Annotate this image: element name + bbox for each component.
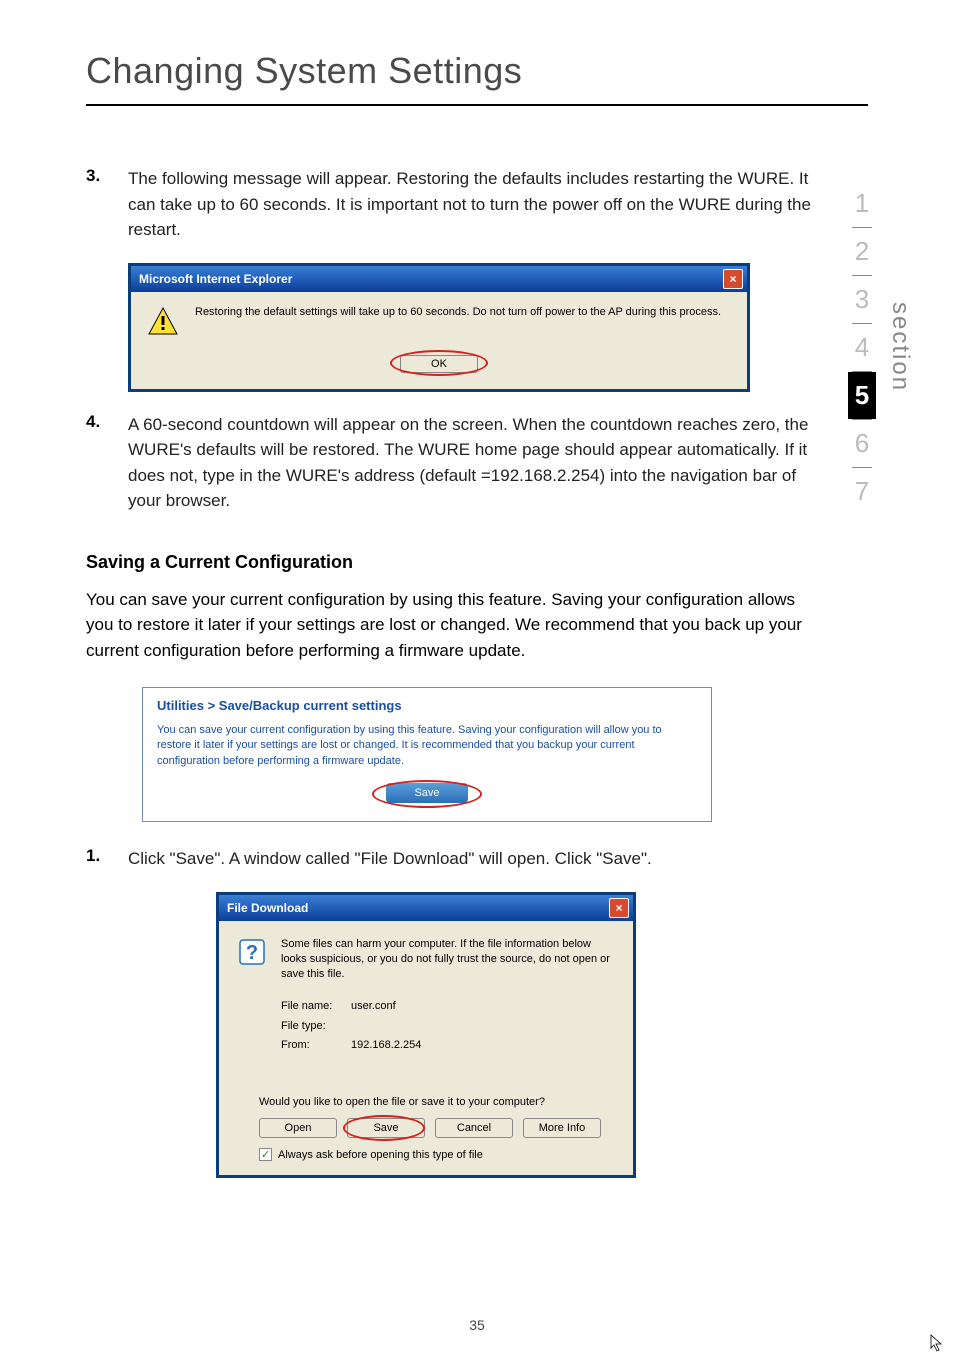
- side-navigation: 1 2 3 4 5 6 7 section: [848, 180, 914, 515]
- step-4-text: A 60-second countdown will appear on the…: [128, 412, 814, 514]
- file-download-dialog: File Download × ? Some files can harm yo…: [216, 892, 636, 1179]
- nav-item-2[interactable]: 2: [848, 228, 876, 275]
- dialog-question: Would you like to open the file or save …: [259, 1096, 615, 1108]
- cursor-icon: [930, 1334, 944, 1357]
- from-label: From:: [281, 1036, 351, 1056]
- file-name-row: File name: user.conf: [281, 997, 615, 1017]
- file-name-label: File name:: [281, 997, 351, 1017]
- step-4: 4. A 60-second countdown will appear on …: [86, 412, 814, 514]
- main-content: 3. The following message will appear. Re…: [0, 106, 954, 1178]
- close-icon[interactable]: ×: [609, 898, 629, 918]
- step-3-text: The following message will appear. Resto…: [128, 166, 814, 243]
- nav-item-6[interactable]: 6: [848, 420, 876, 467]
- step-4-number: 4.: [86, 412, 128, 514]
- page-number: 35: [469, 1317, 485, 1333]
- dialog-titlebar: Microsoft Internet Explorer ×: [131, 266, 747, 292]
- step-1-number: 1.: [86, 846, 128, 872]
- dialog-button-row: OK: [147, 354, 731, 373]
- nav-item-1[interactable]: 1: [848, 180, 876, 227]
- from-value: 192.168.2.254: [351, 1036, 421, 1056]
- dialog-title: File Download: [223, 901, 308, 915]
- section-label: section: [886, 302, 914, 392]
- step-3-number: 3.: [86, 166, 128, 243]
- checkbox-label: Always ask before opening this type of f…: [278, 1149, 483, 1161]
- dialog-content-row: Restoring the default settings will take…: [147, 306, 731, 336]
- nav-item-7[interactable]: 7: [848, 468, 876, 515]
- save-backup-panel: Utilities > Save/Backup current settings…: [142, 687, 712, 822]
- open-button[interactable]: Open: [259, 1118, 337, 1138]
- nav-item-3[interactable]: 3: [848, 276, 876, 323]
- dialog-button-row: Open Save Cancel More Info: [259, 1118, 615, 1138]
- step-3: 3. The following message will appear. Re…: [86, 166, 814, 243]
- ok-button[interactable]: OK: [400, 355, 478, 373]
- file-type-row: File type:: [281, 1017, 615, 1037]
- dialog-body: ? Some files can harm your computer. If …: [219, 921, 633, 1176]
- always-ask-checkbox[interactable]: ✓: [259, 1148, 272, 1161]
- save-button[interactable]: Save: [347, 1118, 425, 1138]
- more-info-button[interactable]: More Info: [523, 1118, 601, 1138]
- dialog-message: Some files can harm your computer. If th…: [281, 937, 615, 983]
- section-heading: Saving a Current Configuration: [86, 552, 814, 573]
- step-1: 1. Click "Save". A window called "File D…: [86, 846, 814, 872]
- ie-alert-dialog: Microsoft Internet Explorer × Restoring …: [128, 263, 750, 392]
- warning-icon: [147, 306, 179, 336]
- dialog-message: Restoring the default settings will take…: [195, 306, 721, 318]
- nav-item-5-active[interactable]: 5: [848, 372, 876, 419]
- panel-button-row: Save: [157, 783, 697, 803]
- panel-title: Utilities > Save/Backup current settings: [157, 698, 697, 713]
- save-button[interactable]: Save: [386, 783, 467, 803]
- dialog-titlebar: File Download ×: [219, 895, 633, 921]
- file-info: File name: user.conf File type: From: 19…: [281, 997, 615, 1056]
- dialog-top-row: ? Some files can harm your computer. If …: [237, 937, 615, 983]
- close-icon[interactable]: ×: [723, 269, 743, 289]
- step-1-text: Click "Save". A window called "File Down…: [128, 846, 652, 872]
- checkbox-row: ✓ Always ask before opening this type of…: [259, 1148, 615, 1161]
- svg-text:?: ?: [246, 942, 258, 964]
- from-row: From: 192.168.2.254: [281, 1036, 615, 1056]
- body-paragraph: You can save your current configuration …: [86, 587, 814, 664]
- dialog-title: Microsoft Internet Explorer: [135, 272, 292, 286]
- file-type-label: File type:: [281, 1017, 351, 1037]
- dialog-body: Restoring the default settings will take…: [131, 292, 747, 389]
- page-title: Changing System Settings: [0, 0, 954, 104]
- nav-numbers: 1 2 3 4 5 6 7: [848, 180, 876, 515]
- panel-text: You can save your current configuration …: [157, 723, 697, 769]
- file-name-value: user.conf: [351, 997, 396, 1017]
- cancel-button[interactable]: Cancel: [435, 1118, 513, 1138]
- question-icon: ?: [237, 937, 267, 967]
- nav-item-4[interactable]: 4: [848, 324, 876, 371]
